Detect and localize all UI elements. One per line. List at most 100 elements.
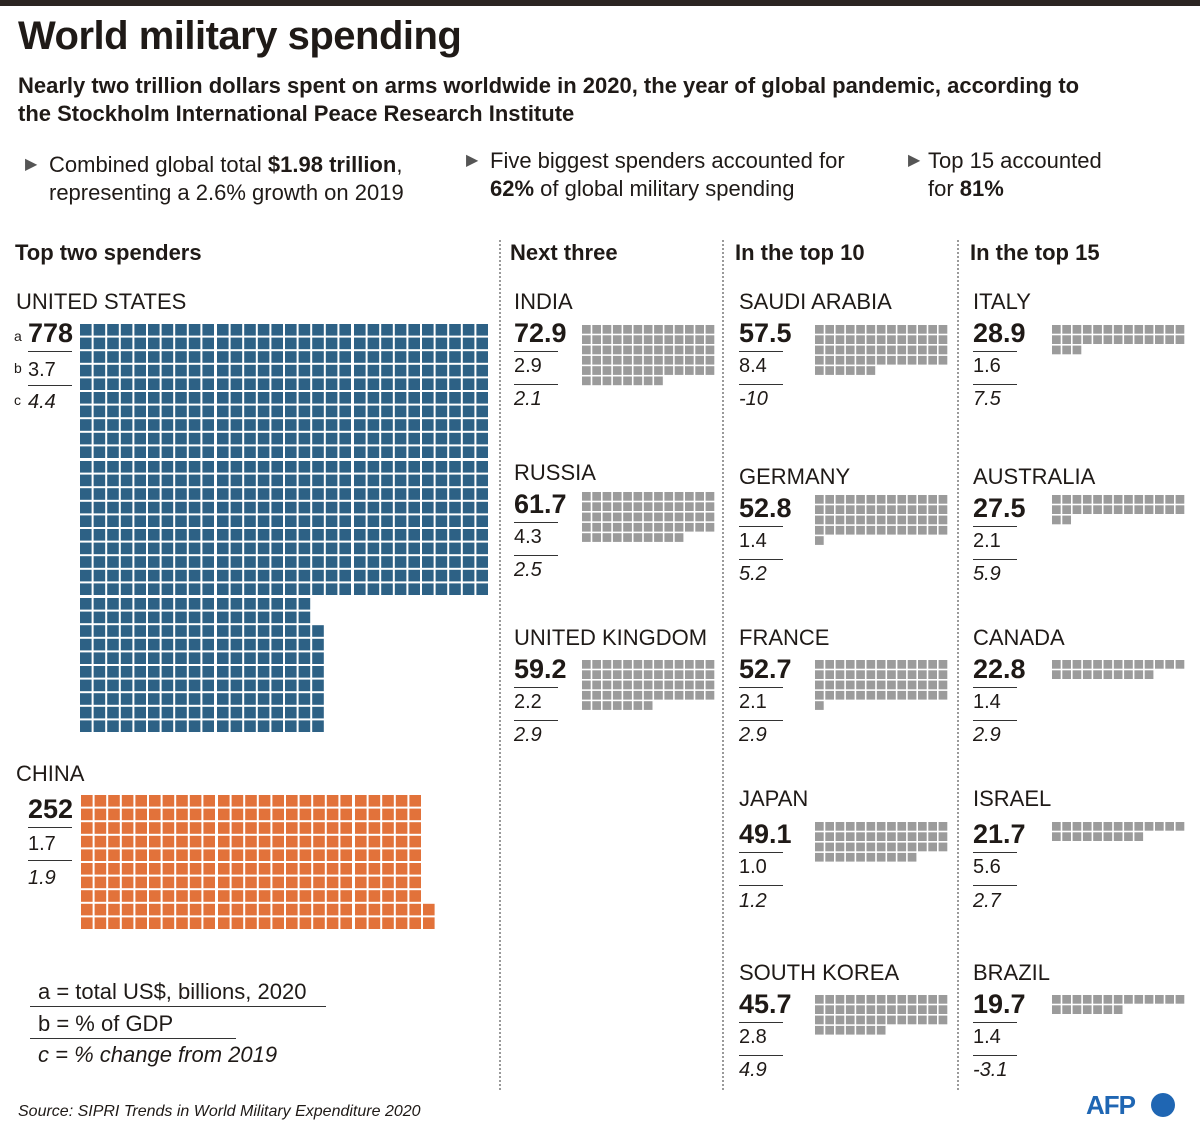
waffle-square — [175, 583, 187, 595]
divider — [973, 384, 1017, 385]
waffle-square — [1062, 1005, 1071, 1014]
waffle-square — [80, 378, 92, 390]
waffle-square — [592, 512, 601, 522]
waffle-square — [107, 515, 119, 527]
waffle-square — [705, 366, 715, 375]
waffle-square — [355, 808, 367, 821]
waffle-square — [674, 533, 684, 542]
waffle-square — [367, 419, 380, 431]
waffle-square — [80, 446, 92, 458]
waffle-india — [582, 325, 715, 386]
waffle-square — [339, 432, 351, 445]
waffle-square — [367, 337, 380, 350]
waffle-square — [135, 863, 147, 875]
waffle-square — [161, 611, 174, 624]
waffle-square — [1052, 670, 1061, 679]
waffle-square — [271, 693, 283, 705]
waffle-square — [685, 522, 694, 532]
waffle-square — [121, 890, 134, 902]
waffle-square — [161, 419, 174, 431]
waffle-square — [120, 446, 133, 458]
waffle-square — [866, 515, 876, 525]
waffle-square — [326, 849, 339, 861]
waffle-square — [148, 364, 160, 377]
waffle-square — [217, 501, 229, 514]
waffle-square — [149, 863, 161, 875]
country-name: UNITED KINGDOM — [514, 625, 708, 650]
waffle-square — [423, 917, 435, 929]
waffle-square — [134, 638, 146, 651]
waffle-square — [135, 795, 147, 807]
waffle-square — [1144, 335, 1154, 344]
waffle-square — [134, 432, 146, 445]
waffle-square — [230, 638, 243, 651]
waffle-square — [422, 529, 434, 541]
waffle-square — [612, 335, 622, 344]
waffle-square — [664, 492, 674, 501]
waffle-square — [325, 419, 338, 431]
waffle-square — [120, 638, 133, 651]
waffle-square — [325, 446, 338, 458]
waffle-square — [298, 501, 311, 514]
waffle-square — [80, 556, 92, 568]
waffle-square — [120, 652, 133, 664]
waffle-square — [120, 515, 133, 527]
waffle-square — [695, 670, 704, 679]
waffle-square — [202, 474, 214, 487]
waffle-square — [887, 1005, 896, 1014]
waffle-square — [367, 446, 380, 458]
waffle-square — [162, 863, 175, 875]
waffle-square — [271, 611, 283, 624]
waffle-square — [835, 495, 845, 504]
waffle-square — [408, 583, 420, 595]
waffle-square — [161, 652, 174, 664]
waffle-square — [202, 638, 214, 651]
waffle-square — [285, 720, 297, 732]
waffle-square — [120, 542, 133, 555]
waffle-square — [339, 461, 351, 473]
waffle-square — [476, 583, 488, 595]
waffle-square — [845, 355, 855, 365]
waffle-square — [230, 611, 243, 624]
waffle-square — [918, 495, 927, 504]
waffle-square — [1124, 660, 1133, 669]
waffle-square — [602, 701, 612, 710]
waffle-square — [887, 852, 896, 862]
waffle-square — [244, 378, 256, 390]
waffle-square — [654, 345, 663, 355]
waffle-square — [368, 849, 381, 861]
waffle-square — [876, 842, 886, 852]
waffle-square — [918, 670, 927, 679]
waffle-square — [918, 1015, 927, 1025]
waffle-square — [93, 515, 106, 527]
waffle-square — [298, 432, 311, 445]
divider — [973, 852, 1017, 853]
waffle-square — [928, 515, 937, 525]
waffle-square — [354, 419, 366, 431]
waffle-square — [354, 542, 366, 555]
waffle-square — [845, 345, 855, 355]
waffle-square — [367, 556, 380, 568]
waffle-square — [381, 405, 393, 418]
waffle-square — [188, 405, 201, 418]
waffle-square — [108, 795, 120, 807]
waffle-square — [81, 876, 93, 889]
waffle-square — [339, 529, 351, 541]
waffle-square — [257, 611, 270, 624]
waffle-square — [623, 345, 632, 355]
waffle-square — [394, 337, 407, 350]
waffle-square — [107, 501, 119, 514]
waffle-square — [202, 446, 214, 458]
waffle-square — [462, 569, 475, 582]
waffle-square — [674, 522, 684, 532]
waffle-square — [928, 822, 937, 831]
waffle-square — [654, 502, 663, 511]
waffle-square — [231, 876, 244, 889]
spending-value: 27.5 — [973, 493, 1026, 523]
waffle-square — [1062, 345, 1071, 355]
waffle-square — [582, 533, 591, 542]
waffle-square — [230, 569, 243, 582]
waffle-square — [286, 835, 298, 848]
waffle-square — [175, 324, 187, 336]
waffle-square — [202, 392, 214, 404]
